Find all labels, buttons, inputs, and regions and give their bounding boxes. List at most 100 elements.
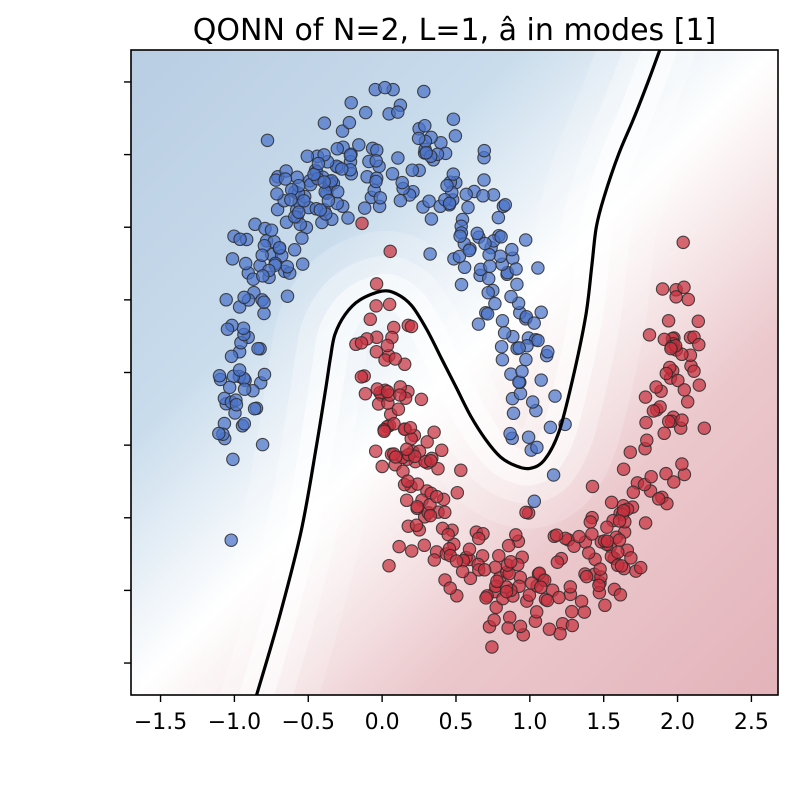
class-0-point xyxy=(505,242,519,257)
class-1-point xyxy=(354,370,369,384)
class-1-point xyxy=(600,520,614,534)
x-tick-label: 0.5 xyxy=(438,710,473,735)
class-0-point xyxy=(513,386,528,401)
class-0-point xyxy=(257,306,271,321)
class-0-point xyxy=(531,333,545,348)
class-1-point xyxy=(667,475,681,489)
class-0-point xyxy=(541,345,555,359)
x-tick-label: 0.0 xyxy=(365,710,400,735)
class-1-point xyxy=(404,544,419,558)
class-1-point xyxy=(640,433,654,448)
plot-area xyxy=(131,50,778,695)
class-1-point xyxy=(598,598,612,613)
class-0-point xyxy=(335,162,349,176)
class-1-point xyxy=(369,299,383,313)
class-1-point xyxy=(434,443,449,458)
class-1-point xyxy=(485,640,499,654)
class-1-point xyxy=(639,415,653,430)
class-0-point xyxy=(385,167,400,181)
class-1-point xyxy=(579,569,594,584)
class-1-point xyxy=(479,591,493,605)
class-0-point xyxy=(225,252,240,266)
class-1-point xyxy=(649,380,663,394)
class-0-point xyxy=(504,289,518,304)
class-1-point xyxy=(383,244,397,259)
class-1-point xyxy=(513,619,528,634)
class-0-point xyxy=(395,175,409,190)
class-0-point xyxy=(247,401,262,416)
class-1-point xyxy=(375,459,389,474)
class-1-point xyxy=(585,479,600,494)
class-0-point xyxy=(446,112,461,126)
class-1-point xyxy=(380,338,395,353)
class-1-point xyxy=(392,539,406,554)
class-0-point xyxy=(292,205,306,219)
decision-boundary-layer xyxy=(255,50,662,695)
class-1-point xyxy=(369,277,384,291)
class-0-point xyxy=(519,352,533,367)
class-1-point xyxy=(644,469,658,484)
class-0-point xyxy=(494,230,508,244)
class-1-point xyxy=(477,563,492,577)
class-0-point xyxy=(255,248,269,262)
class-0-point xyxy=(295,257,310,271)
class-1-point xyxy=(487,613,501,627)
class-0-point xyxy=(284,193,298,207)
class-0-point xyxy=(251,341,265,356)
class-0-point xyxy=(391,151,405,165)
class-0-point xyxy=(311,156,326,171)
class-1-point xyxy=(612,514,627,528)
class-0-point xyxy=(272,240,287,255)
class-0-point xyxy=(498,198,513,212)
class-0-point xyxy=(287,243,302,257)
class-0-point xyxy=(321,193,336,208)
class-1-point xyxy=(354,336,369,350)
class-0-point xyxy=(510,277,524,292)
class-0-point xyxy=(452,249,467,264)
class-1-point xyxy=(509,528,523,542)
class-0-point xyxy=(495,352,510,367)
class-0-point xyxy=(297,194,311,208)
class-1-point xyxy=(563,580,578,594)
class-0-point xyxy=(525,395,540,409)
class-0-point xyxy=(440,178,454,193)
class-0-point xyxy=(257,367,272,382)
class-1-point xyxy=(499,584,514,599)
class-0-point xyxy=(457,260,472,275)
class-1-point xyxy=(450,485,465,500)
class-1-point xyxy=(659,366,674,381)
scatter-points xyxy=(212,80,712,654)
class-1-point xyxy=(492,548,506,563)
class-0-point xyxy=(237,290,251,305)
class-1-point xyxy=(393,388,407,402)
class-0-point xyxy=(238,256,253,271)
class-1-point xyxy=(438,505,452,520)
class-0-point xyxy=(237,382,252,396)
class-1-point xyxy=(614,559,629,573)
class-0-point xyxy=(352,138,366,152)
class-1-point xyxy=(661,314,676,328)
class-0-point xyxy=(494,339,509,354)
class-1-point xyxy=(677,383,692,397)
class-0-point xyxy=(357,201,372,215)
class-0-point xyxy=(220,322,235,336)
class-0-point xyxy=(424,212,439,226)
class-1-point xyxy=(504,555,518,569)
class-0-point xyxy=(509,262,523,276)
class-1-point xyxy=(382,297,397,312)
class-1-point xyxy=(454,463,468,478)
class-1-point xyxy=(501,538,516,553)
class-0-point xyxy=(531,261,545,275)
class-1-point xyxy=(612,533,627,547)
class-1-point xyxy=(534,580,548,595)
class-0-point xyxy=(330,142,345,156)
class-1-point xyxy=(377,424,391,439)
class-1-point xyxy=(697,421,712,435)
class-1-point xyxy=(427,553,442,567)
class-0-point xyxy=(497,326,512,340)
class-1-point xyxy=(623,445,638,459)
class-0-point xyxy=(342,115,357,130)
class-0-point xyxy=(521,430,536,444)
class-0-point xyxy=(548,389,562,403)
